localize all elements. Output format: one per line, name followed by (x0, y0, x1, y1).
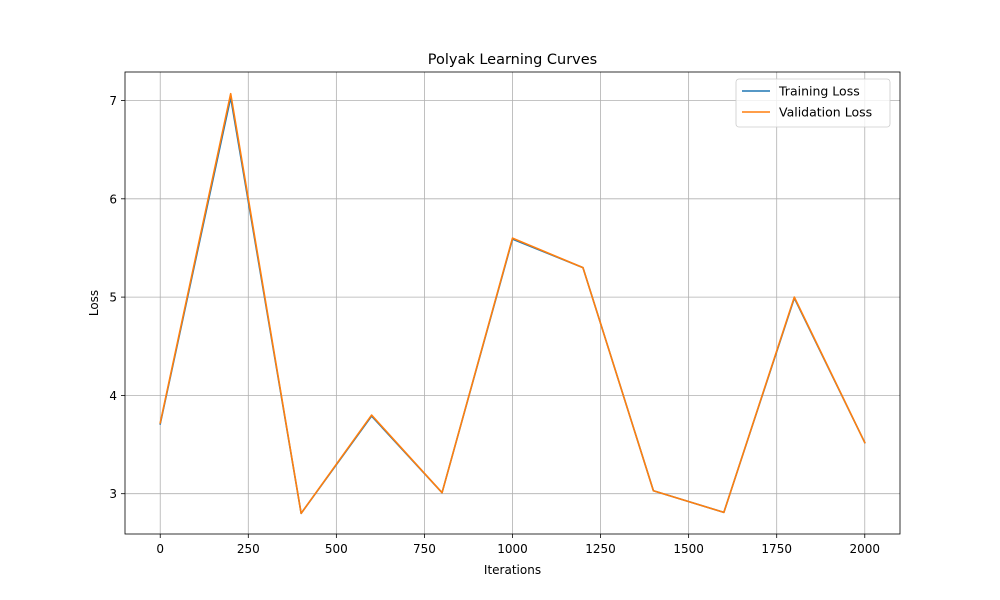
legend-box (735, 78, 891, 128)
x-tick-label: 1750 (761, 542, 792, 556)
y-tick-label: 3 (109, 487, 117, 501)
x-tick-label: 500 (325, 542, 348, 556)
legend-label: Training Loss (778, 84, 860, 99)
chart-title: Polyak Learning Curves (428, 52, 598, 68)
x-tick-label: 750 (413, 542, 436, 556)
y-tick-label: 7 (109, 94, 117, 108)
x-tick-label: 1000 (497, 542, 528, 556)
legend: Training Loss Validation Loss (735, 78, 891, 128)
legend-label: Validation Loss (779, 105, 872, 120)
grid (125, 72, 900, 534)
x-tick-label: 1250 (585, 542, 616, 556)
x-tick-label: 0 (156, 542, 164, 556)
series-lines (159, 92, 866, 515)
x-tick-label: 1500 (673, 542, 704, 556)
x-tick-label: 2000 (849, 542, 880, 556)
y-axis-label: Loss (87, 290, 101, 316)
y-tick-label: 5 (109, 291, 117, 305)
x-axis-label: Iterations (484, 563, 541, 577)
x-tick-label: 250 (237, 542, 260, 556)
series-line-validation-loss (159, 92, 866, 515)
y-tick-label: 6 (109, 192, 117, 206)
y-tick-label: 4 (109, 389, 117, 403)
axis-ticks: 0 250 500 750 1000 1250 1500 1750 2000 3 4 5 6 7 (109, 94, 880, 556)
